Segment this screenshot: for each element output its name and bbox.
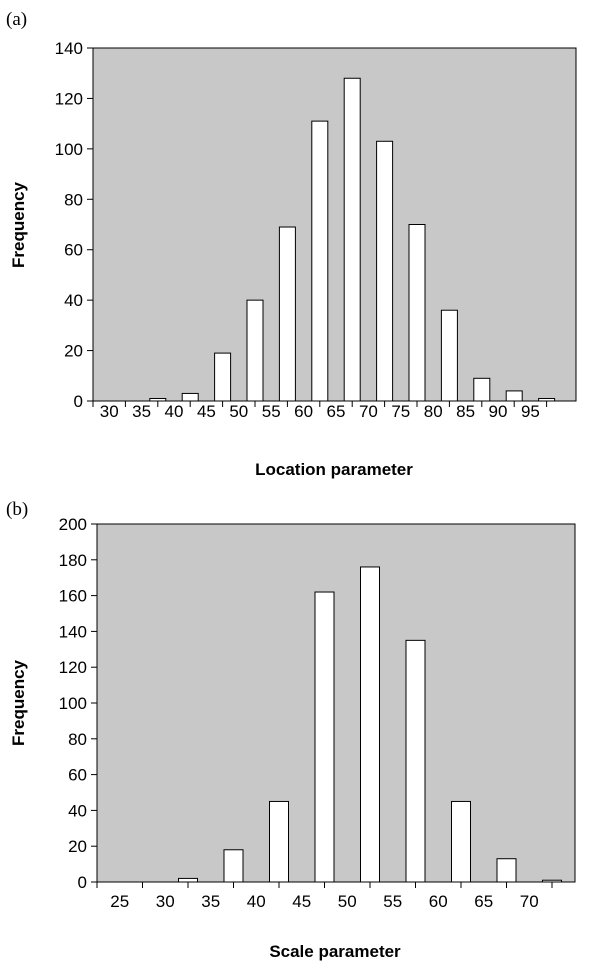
x-tick-label-b-5: 50 bbox=[338, 892, 357, 911]
y-tick-label-b-9: 180 bbox=[59, 551, 87, 570]
y-axis-title-a: Frequency bbox=[9, 181, 28, 268]
x-tick-label-b-7: 60 bbox=[429, 892, 448, 911]
bar-a-80 bbox=[440, 309, 458, 402]
bar-a-85 bbox=[473, 377, 491, 402]
x-tick-label-a-2: 40 bbox=[165, 402, 184, 421]
y-tick-label-a-1: 20 bbox=[64, 342, 83, 361]
y-tick-label-b-3: 60 bbox=[68, 766, 87, 785]
bar-b-45 bbox=[314, 591, 335, 883]
x-tick-label-a-10: 80 bbox=[424, 402, 443, 421]
x-tick-label-a-11: 85 bbox=[456, 402, 475, 421]
bar-b-70 bbox=[542, 879, 562, 883]
panel-label-a: (a) bbox=[6, 9, 27, 30]
x-tick-label-a-6: 60 bbox=[294, 402, 313, 421]
bar-b-60 bbox=[451, 800, 471, 883]
bar-b-35 bbox=[223, 849, 244, 883]
x-tick-label-b-1: 30 bbox=[156, 892, 175, 911]
y-axis-b: 0 20 40 60 80 100 120 140 160 180 200 bbox=[59, 515, 97, 892]
bar-a-45 bbox=[214, 352, 232, 402]
y-tick-label-b-5: 100 bbox=[59, 694, 87, 713]
panel-label-b: (b) bbox=[6, 499, 28, 520]
chart-b: (b) 0 20 40 60 80 100 120 140 160 180 200 25 30 35 40… bbox=[6, 499, 576, 961]
y-axis-a: 0 20 40 60 80 100 120 140 bbox=[55, 39, 93, 411]
x-tick-label-a-13: 95 bbox=[521, 402, 540, 421]
x-tick-label-b-8: 65 bbox=[474, 892, 493, 911]
bar-a-65 bbox=[343, 77, 361, 402]
x-tick-label-a-3: 45 bbox=[197, 402, 216, 421]
y-tick-label-a-4: 80 bbox=[64, 190, 83, 209]
bar-a-60 bbox=[311, 120, 329, 402]
y-tick-label-a-2: 40 bbox=[64, 291, 83, 310]
bar-b-50 bbox=[360, 566, 380, 883]
y-tick-label-a-6: 120 bbox=[55, 89, 83, 108]
x-tick-label-b-4: 45 bbox=[292, 892, 311, 911]
x-tick-label-a-9: 75 bbox=[391, 402, 410, 421]
x-tick-label-b-3: 40 bbox=[247, 892, 266, 911]
y-axis-title-b: Frequency bbox=[9, 659, 28, 746]
bar-a-50 bbox=[246, 299, 264, 402]
y-tick-label-b-4: 80 bbox=[68, 730, 87, 749]
y-tick-label-b-8: 160 bbox=[59, 587, 87, 606]
x-axis-a: 30 35 40 45 50 55 60 65 70 75 80 85 90 95 bbox=[92, 401, 548, 421]
bar-b-30 bbox=[178, 877, 198, 883]
y-tick-label-b-6: 120 bbox=[59, 658, 87, 677]
bar-a-55 bbox=[278, 226, 296, 402]
bar-b-55 bbox=[405, 639, 426, 883]
x-tick-label-a-8: 70 bbox=[359, 402, 378, 421]
bar-a-90 bbox=[505, 390, 523, 402]
x-tick-label-a-12: 90 bbox=[489, 402, 508, 421]
y-tick-label-b-1: 20 bbox=[68, 837, 87, 856]
bar-a-40 bbox=[181, 392, 199, 402]
plot-area-b bbox=[96, 523, 576, 883]
x-tick-label-a-7: 65 bbox=[327, 402, 346, 421]
x-axis-b: 25 30 35 40 45 50 55 60 65 70 bbox=[96, 882, 553, 911]
y-tick-label-a-3: 60 bbox=[64, 241, 83, 260]
bars-b bbox=[178, 566, 562, 883]
x-tick-label-b-2: 35 bbox=[201, 892, 220, 911]
bar-a-75 bbox=[408, 224, 426, 402]
x-tick-label-a-5: 55 bbox=[262, 402, 281, 421]
x-tick-label-a-1: 35 bbox=[132, 402, 151, 421]
x-tick-label-b-9: 70 bbox=[520, 892, 539, 911]
x-axis-title-b: Scale parameter bbox=[269, 942, 401, 961]
plot-area-a bbox=[92, 47, 577, 402]
x-axis-title-a: Location parameter bbox=[255, 460, 413, 479]
bar-b-40 bbox=[269, 800, 289, 883]
y-tick-label-b-10: 200 bbox=[59, 515, 87, 534]
chart-a: (a) 0 20 40 60 80 100 120 140 30 35 40 45 50 55 60 65 7… bbox=[6, 9, 577, 479]
bar-a-70 bbox=[376, 140, 394, 402]
x-tick-label-b-6: 55 bbox=[383, 892, 402, 911]
y-tick-label-a-7: 140 bbox=[55, 39, 83, 58]
y-tick-label-b-2: 40 bbox=[68, 801, 87, 820]
x-tick-label-b-0: 25 bbox=[110, 892, 129, 911]
bar-b-65 bbox=[496, 858, 517, 883]
bar-a-35 bbox=[149, 397, 167, 402]
y-tick-label-a-0: 0 bbox=[74, 392, 83, 411]
y-tick-label-b-0: 0 bbox=[78, 873, 87, 892]
y-tick-label-a-5: 100 bbox=[55, 140, 83, 159]
x-tick-label-a-4: 50 bbox=[229, 402, 248, 421]
bars-a bbox=[149, 77, 556, 402]
y-tick-label-b-7: 140 bbox=[59, 622, 87, 641]
x-tick-label-a-0: 30 bbox=[100, 402, 119, 421]
bar-a-95 bbox=[538, 397, 556, 402]
